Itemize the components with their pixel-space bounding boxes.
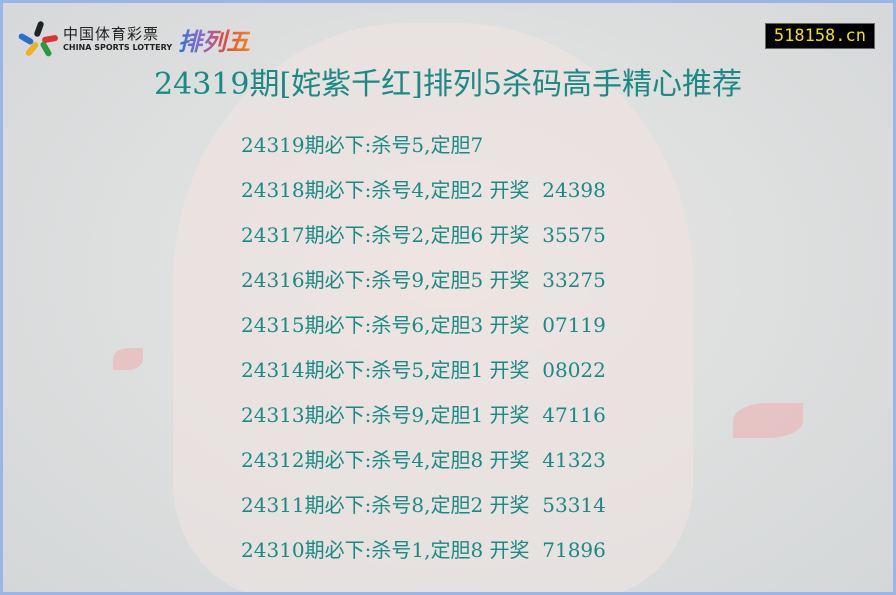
list-item: 24318期必下:杀号4,定胆2 开奖 24398: [241, 178, 606, 202]
page-title: 24319期[姹紫千红]排列5杀码高手精心推荐: [154, 67, 742, 102]
list-item: 24319期必下:杀号5,定胆7: [241, 133, 484, 157]
china-sports-lottery-logo: 中国体育彩票 CHINA SPORTS LOTTERY 排列五: [17, 20, 250, 58]
logo-chinese-text: 中国体育彩票: [63, 24, 160, 43]
list-item: 24314期必下:杀号5,定胆1 开奖 08022: [241, 358, 606, 382]
site-badge[interactable]: 518158.cn: [764, 23, 875, 49]
recommendation-list: 24319期必下:杀号5,定胆7 24318期必下:杀号4,定胆2 开奖 243…: [241, 131, 606, 581]
lottery-logo-icon: [17, 20, 59, 58]
list-item: 24310期必下:杀号1,定胆8 开奖 71896: [241, 538, 606, 562]
logo-game-name: 排列五: [178, 22, 250, 57]
logo-english-text: CHINA SPORTS LOTTERY: [63, 42, 173, 52]
background-character-image: [173, 23, 693, 592]
list-item: 24312期必下:杀号4,定胆8 开奖 41323: [241, 448, 606, 472]
list-item: 24316期必下:杀号9,定胆5 开奖 33275: [241, 268, 606, 292]
list-item: 24311期必下:杀号8,定胆2 开奖 53314: [241, 493, 606, 517]
list-item: 24313期必下:杀号9,定胆1 开奖 47116: [241, 403, 606, 427]
petal-decoration: [733, 403, 803, 438]
list-item: 24315期必下:杀号6,定胆3 开奖 07119: [241, 313, 606, 337]
petal-decoration: [113, 348, 143, 370]
list-item: 24317期必下:杀号2,定胆6 开奖 35575: [241, 223, 606, 247]
